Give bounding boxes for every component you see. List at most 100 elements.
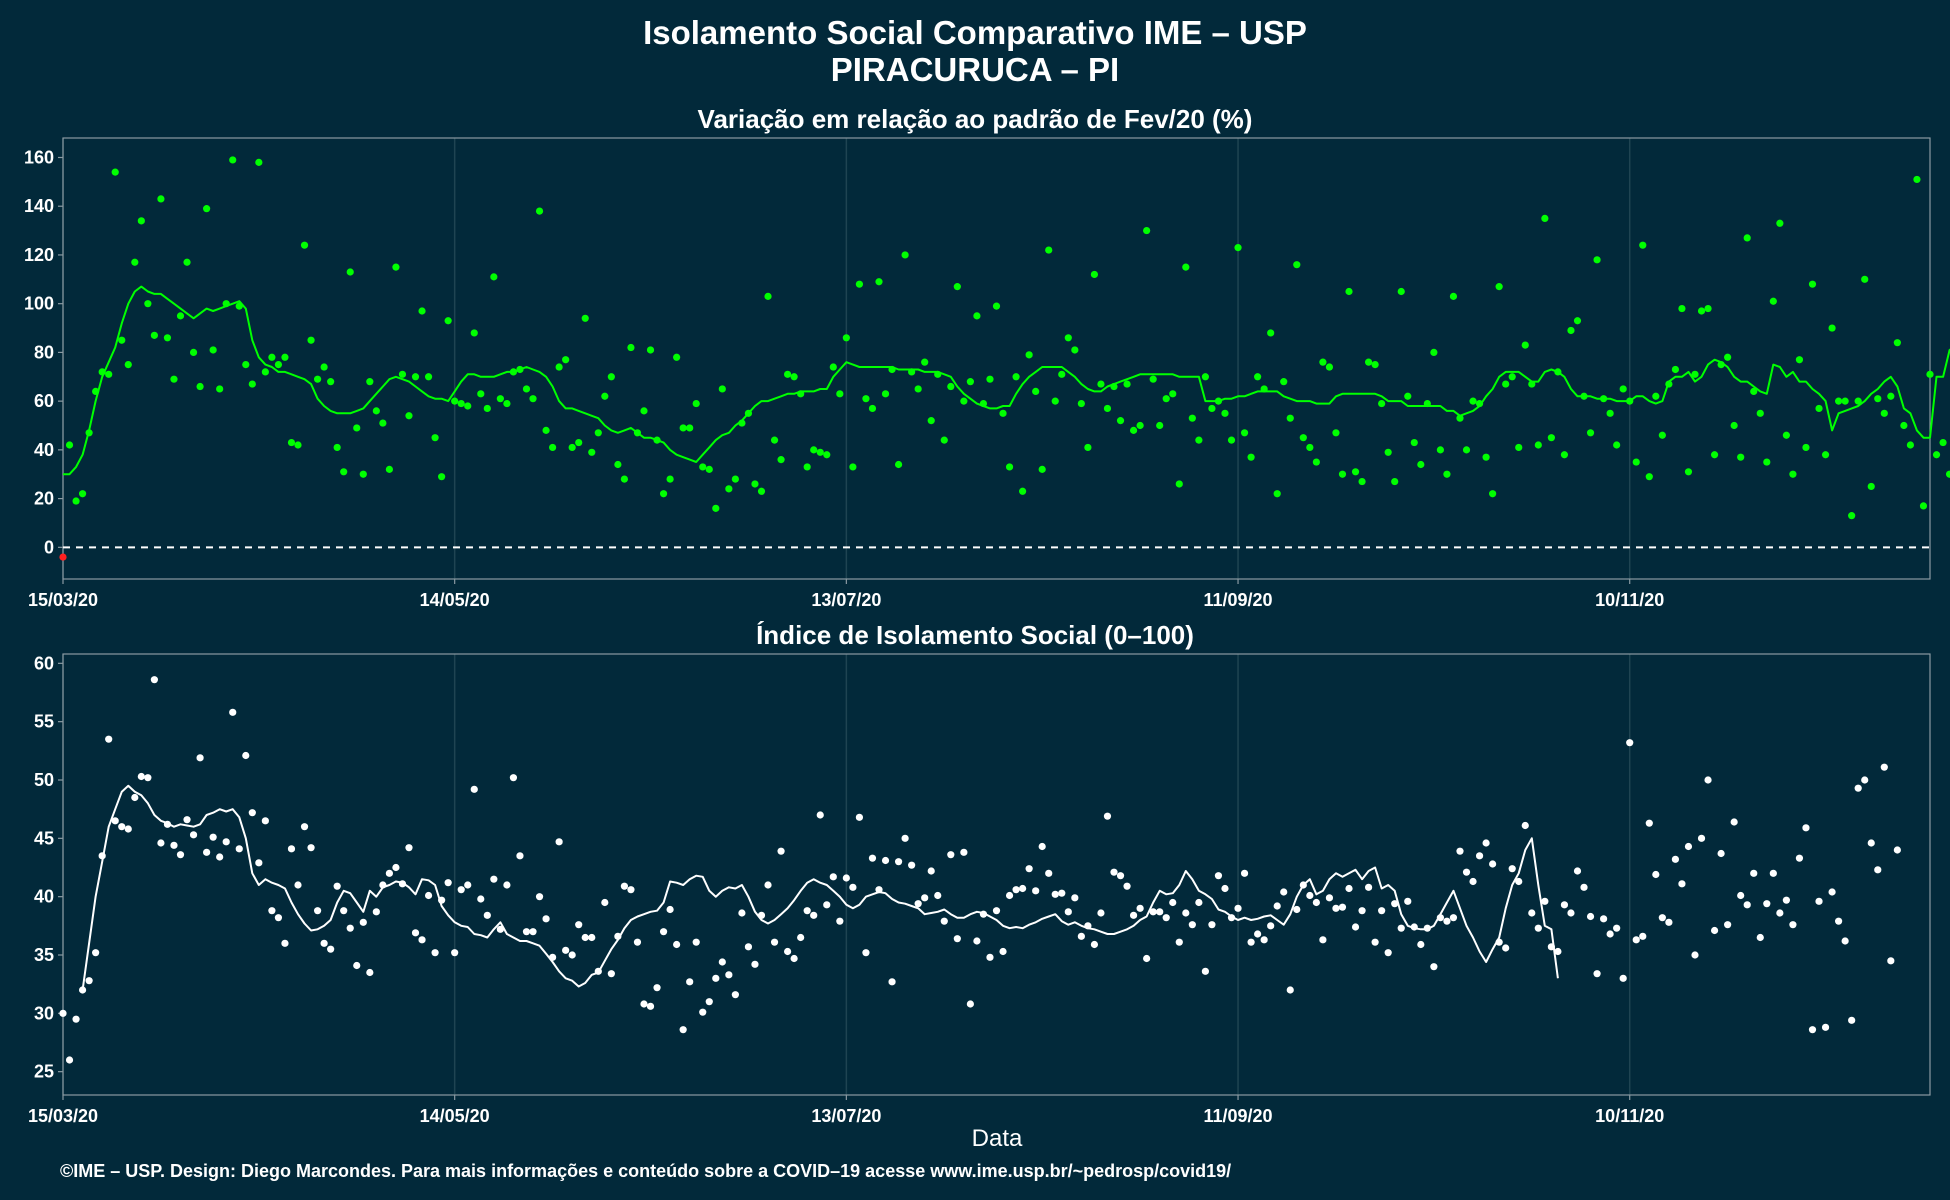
variation-data-point <box>353 424 361 432</box>
index-data-point <box>1763 900 1771 908</box>
index-data-point <box>699 1008 707 1016</box>
index-data-point <box>1045 869 1053 877</box>
index-data-point <box>1025 865 1033 873</box>
variation-data-point <box>1691 370 1699 378</box>
variation-data-point <box>562 356 570 364</box>
index-data-point <box>836 917 844 925</box>
variation-data-point <box>673 353 681 361</box>
x-axis-title: Data <box>972 1125 1023 1152</box>
variation-data-point <box>1567 326 1575 335</box>
variation-data-point <box>392 263 400 271</box>
index-data-point <box>1710 926 1719 935</box>
index-data-point <box>72 1015 80 1023</box>
variation-data-point <box>1019 487 1027 495</box>
index-data-point <box>1214 872 1223 880</box>
variation-data-point <box>979 399 988 408</box>
variation-data-point <box>1299 434 1307 442</box>
variation-data-point <box>627 343 635 352</box>
index-data-point <box>770 938 779 946</box>
index-data-point <box>999 947 1007 956</box>
variation-data-point <box>1560 451 1569 459</box>
variation-data-point <box>686 424 694 432</box>
variation-data-point <box>1945 470 1950 478</box>
variation-data-point <box>1743 234 1751 242</box>
variation-data-point <box>1149 375 1157 383</box>
variation-data-point <box>366 378 374 386</box>
variation-data-point <box>1254 373 1262 381</box>
index-data-point <box>1645 819 1653 827</box>
variation-data-point <box>1064 334 1072 342</box>
variation-data-point <box>1724 353 1732 361</box>
index-data-point <box>777 847 785 855</box>
variation-data-point <box>731 475 739 483</box>
variation-data-point <box>274 360 283 369</box>
index-data-point <box>1423 924 1431 932</box>
variation-data-point <box>418 307 426 315</box>
variation-data-point <box>529 395 537 403</box>
index-data-point <box>261 817 269 825</box>
index-data-point <box>947 851 955 859</box>
variation-data-point <box>849 463 857 471</box>
variation-data-point <box>1267 329 1275 337</box>
index-data-point <box>940 917 948 925</box>
x-tick-label: 11/09/20 <box>1203 1106 1272 1126</box>
variation-data-point <box>1071 346 1079 354</box>
variation-data-point <box>816 448 824 456</box>
variation-data-point <box>522 385 531 393</box>
index-data-point <box>1312 898 1320 907</box>
variation-data-point <box>1116 417 1125 425</box>
x-tick-label: 15/03/20 <box>28 590 98 610</box>
variation-data-point <box>1391 477 1399 486</box>
variation-data-point <box>359 470 367 478</box>
index-data-point <box>451 949 459 957</box>
index-data-point <box>255 859 263 867</box>
index-data-point <box>562 946 570 954</box>
variation-data-point <box>1201 373 1209 381</box>
index-data-point <box>1319 936 1327 944</box>
variation-data-point <box>216 385 224 393</box>
index-data-point <box>1038 842 1046 851</box>
variation-data-point <box>764 292 772 300</box>
chart-subtitle: PIRACURUCA – PI <box>831 51 1119 88</box>
index-data-point <box>1821 1023 1830 1031</box>
index-data-point <box>673 940 681 949</box>
variation-data-point <box>385 465 393 473</box>
variation-data-point <box>248 380 256 388</box>
variation-data-point <box>287 438 296 447</box>
variation-data-point <box>1821 451 1830 459</box>
variation-data-point <box>607 373 615 381</box>
index-data-point <box>790 954 798 963</box>
index-data-point <box>888 978 896 986</box>
variation-data-point <box>1077 399 1085 408</box>
index-data-point <box>392 863 400 872</box>
index-data-point <box>1201 967 1209 975</box>
index-data-point <box>1338 903 1347 911</box>
variation-data-point <box>1005 463 1014 471</box>
variation-data-point <box>144 300 152 308</box>
index-data-point <box>1515 877 1523 886</box>
variation-data-point <box>659 490 668 498</box>
index-data-point <box>633 938 642 946</box>
index-data-point <box>1508 865 1516 873</box>
variation-data-point <box>646 346 655 354</box>
index-data-point <box>927 867 935 875</box>
index-data-point <box>1227 914 1236 922</box>
variation-data-point <box>1227 436 1236 444</box>
index-data-point <box>1502 944 1510 952</box>
variation-data-point <box>438 473 446 481</box>
index-data-point <box>1639 932 1647 940</box>
variation-data-point <box>1175 480 1183 488</box>
index-data-point <box>797 933 805 942</box>
variation-data-point <box>868 404 877 413</box>
variation-data-point <box>751 480 759 488</box>
variation-data-point <box>1704 304 1712 313</box>
negative-data-point <box>59 553 67 561</box>
variation-data-point <box>131 258 139 266</box>
variation-data-point <box>1214 397 1223 405</box>
variation-data-point <box>1051 397 1059 405</box>
variation-data-point <box>1084 443 1092 452</box>
variation-data-point <box>881 390 890 398</box>
index-data-point <box>620 882 629 890</box>
index-data-point <box>1495 938 1503 946</box>
